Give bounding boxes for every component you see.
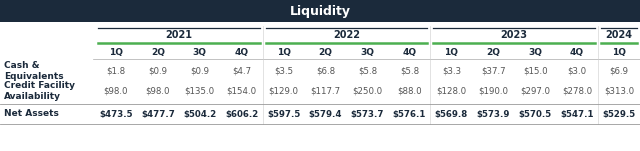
Text: $190.0: $190.0 — [478, 87, 508, 95]
Text: 2Q: 2Q — [151, 48, 165, 56]
Text: 2024: 2024 — [605, 30, 632, 40]
Text: $606.2: $606.2 — [225, 109, 259, 119]
Text: 4Q: 4Q — [403, 48, 417, 56]
Text: Liquidity: Liquidity — [289, 5, 351, 18]
Text: 2Q: 2Q — [486, 48, 500, 56]
Text: 1Q: 1Q — [612, 48, 626, 56]
Text: $569.8: $569.8 — [435, 109, 468, 119]
Text: 3Q: 3Q — [528, 48, 542, 56]
Text: 1Q: 1Q — [444, 48, 458, 56]
Text: 2022: 2022 — [333, 30, 360, 40]
Text: Net Assets: Net Assets — [4, 109, 59, 119]
Text: $6.9: $6.9 — [609, 66, 628, 76]
Text: $3.5: $3.5 — [274, 66, 293, 76]
Text: 2023: 2023 — [500, 30, 528, 40]
Text: 4Q: 4Q — [235, 48, 249, 56]
Text: $135.0: $135.0 — [185, 87, 215, 95]
Text: 1Q: 1Q — [109, 48, 123, 56]
Text: $5.8: $5.8 — [358, 66, 377, 76]
Text: $98.0: $98.0 — [104, 87, 128, 95]
Text: Cash &
Equivalents: Cash & Equivalents — [4, 61, 63, 81]
Text: $278.0: $278.0 — [562, 87, 592, 95]
Text: $128.0: $128.0 — [436, 87, 467, 95]
Text: $5.8: $5.8 — [400, 66, 419, 76]
Text: $576.1: $576.1 — [393, 109, 426, 119]
Text: $37.7: $37.7 — [481, 66, 506, 76]
Text: $154.0: $154.0 — [227, 87, 257, 95]
Text: $117.7: $117.7 — [310, 87, 340, 95]
Text: $547.1: $547.1 — [561, 109, 594, 119]
Text: $313.0: $313.0 — [604, 87, 634, 95]
Text: $573.7: $573.7 — [351, 109, 384, 119]
Text: $15.0: $15.0 — [523, 66, 547, 76]
Text: $88.0: $88.0 — [397, 87, 422, 95]
Text: $473.5: $473.5 — [99, 109, 132, 119]
Text: $98.0: $98.0 — [146, 87, 170, 95]
Text: $1.8: $1.8 — [106, 66, 125, 76]
Text: $3.3: $3.3 — [442, 66, 461, 76]
Text: 1Q: 1Q — [276, 48, 291, 56]
Text: $570.5: $570.5 — [518, 109, 552, 119]
Text: $4.7: $4.7 — [232, 66, 252, 76]
Text: $129.0: $129.0 — [269, 87, 299, 95]
Text: $0.9: $0.9 — [190, 66, 209, 76]
Text: $0.9: $0.9 — [148, 66, 168, 76]
Text: $477.7: $477.7 — [141, 109, 175, 119]
Text: 3Q: 3Q — [360, 48, 374, 56]
Text: $297.0: $297.0 — [520, 87, 550, 95]
Text: $529.5: $529.5 — [602, 109, 636, 119]
Text: 3Q: 3Q — [193, 48, 207, 56]
Text: Credit Facility
Availability: Credit Facility Availability — [4, 81, 75, 101]
Text: 2Q: 2Q — [319, 48, 333, 56]
Text: $6.8: $6.8 — [316, 66, 335, 76]
Text: $250.0: $250.0 — [353, 87, 383, 95]
Text: $504.2: $504.2 — [183, 109, 216, 119]
Text: 4Q: 4Q — [570, 48, 584, 56]
Text: $597.5: $597.5 — [267, 109, 300, 119]
Text: $573.9: $573.9 — [477, 109, 510, 119]
Text: $579.4: $579.4 — [309, 109, 342, 119]
Text: 2021: 2021 — [165, 30, 193, 40]
Text: $3.0: $3.0 — [568, 66, 587, 76]
